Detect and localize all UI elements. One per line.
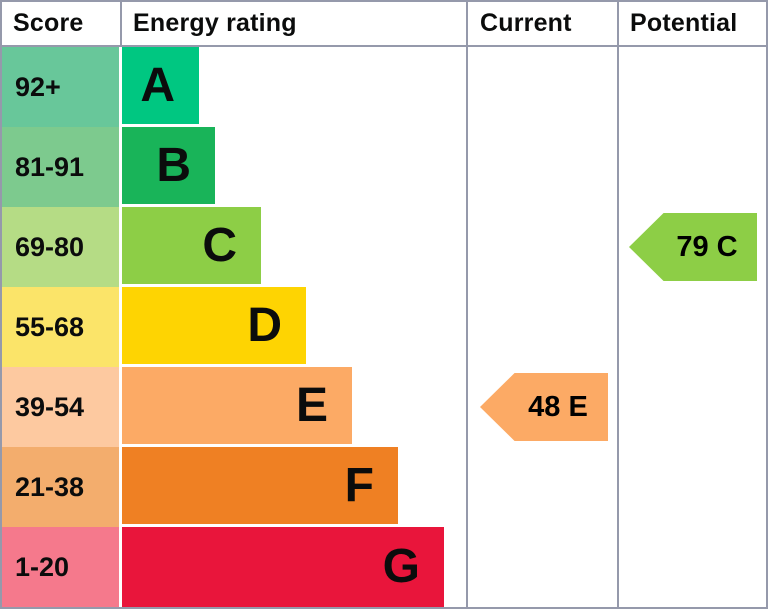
rating-bar-a: A xyxy=(122,47,199,124)
band-row-g: 1-20 G xyxy=(2,527,766,607)
divider-potential-column xyxy=(617,2,619,607)
score-range-c: 69-80 xyxy=(2,207,119,287)
current-rating-label: 48 E xyxy=(528,390,588,423)
score-range-d: 55-68 xyxy=(2,287,119,367)
score-range-f: 21-38 xyxy=(2,447,119,527)
column-header-potential: Potential xyxy=(630,9,738,37)
band-row-c: 69-80 C xyxy=(2,207,766,287)
rating-bar-b: B xyxy=(122,127,215,204)
band-row-a: 92+ A xyxy=(2,47,766,127)
rating-bar-d: D xyxy=(122,287,306,364)
band-row-d: 55-68 D xyxy=(2,287,766,367)
column-header-current: Current xyxy=(480,9,572,37)
band-row-e: 39-54 E xyxy=(2,367,766,447)
rating-bar-c: C xyxy=(122,207,261,284)
rating-bar-g: G xyxy=(122,527,444,607)
potential-rating-label: 79 C xyxy=(676,230,738,263)
divider-header-row xyxy=(2,45,766,47)
column-header-energy-rating: Energy rating xyxy=(133,9,297,37)
score-range-g: 1-20 xyxy=(2,527,119,607)
band-row-f: 21-38 F xyxy=(2,447,766,527)
divider-current-column xyxy=(466,2,468,607)
rating-bar-e: E xyxy=(122,367,352,444)
rating-bar-f: F xyxy=(122,447,398,524)
divider-score-column xyxy=(120,2,122,45)
band-row-b: 81-91 B xyxy=(2,127,766,207)
score-range-e: 39-54 xyxy=(2,367,119,447)
column-header-score: Score xyxy=(13,9,84,37)
score-range-b: 81-91 xyxy=(2,127,119,207)
score-range-a: 92+ xyxy=(2,47,119,127)
